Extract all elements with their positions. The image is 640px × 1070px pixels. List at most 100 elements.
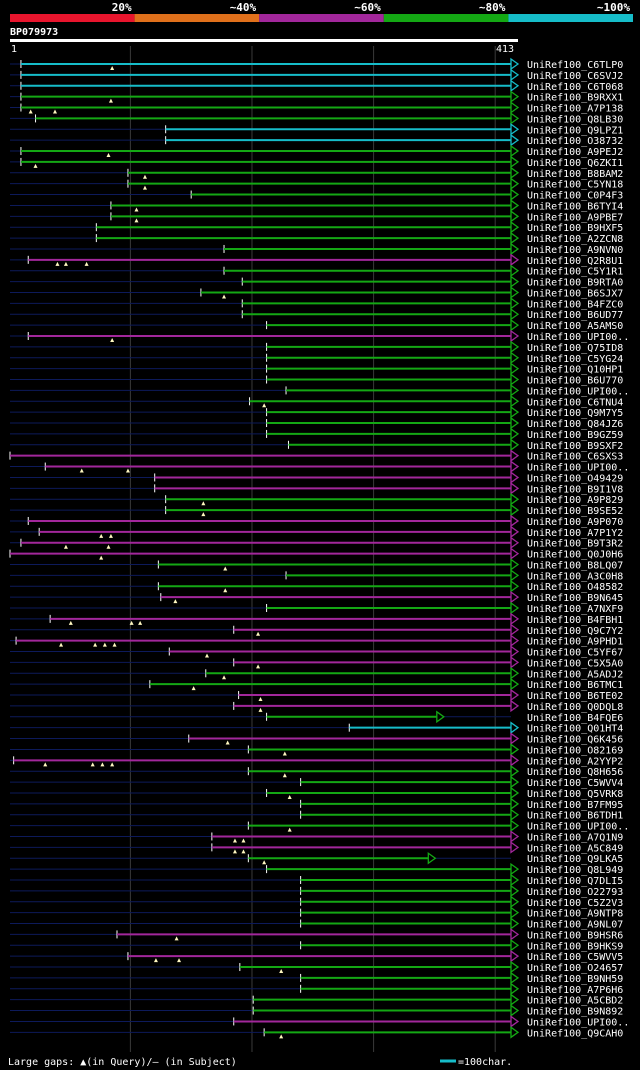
hit-label: UniRef100_O38732 [527,136,623,147]
hit-end-arrow [510,220,520,234]
query-gap-mark [134,218,139,223]
hit-end-arrow [510,307,520,321]
hit-end-arrow [510,384,520,397]
hit-label: UniRef100_C5X5A0 [527,658,623,669]
identity-legend: 20% ~40% ~60% ~80% ~100% [10,1,633,22]
hit-end-arrow [510,177,520,190]
hit-end-arrow [510,579,520,593]
hit-label: UniRef100_B8LQ07 [527,560,623,571]
hit-label: UniRef100_A7P138 [527,104,623,115]
query-gap-mark [174,936,179,941]
hit-label: UniRef100_O48582 [527,582,623,593]
legend-label: ~60% [354,1,381,14]
hit-end-arrow [510,264,520,277]
hit-end-arrow [510,939,520,952]
hit-end-arrow [510,732,520,745]
query-gap-mark [258,707,263,712]
legend-label: ~40% [230,1,257,14]
query-gap-mark [241,849,246,854]
hit-label: UniRef100_Q9LKA5 [527,854,623,865]
hit-end-arrow [510,656,520,669]
query-gap-mark [110,338,115,342]
hit-label: UniRef100_C5Z2V3 [527,898,623,909]
hit-end-arrow [510,960,520,974]
hit-label: UniRef100_Q01HT4 [527,724,623,735]
hit-label: UniRef100_B9RXX1 [527,93,623,104]
query-gap-mark [153,958,158,963]
hit-end-arrow [510,340,520,354]
hit-end-arrow [510,862,520,876]
query-gap-mark [106,153,111,158]
hit-end-arrow [510,416,520,430]
hit-label: UniRef100_B6TDH1 [527,811,623,822]
hit-label: UniRef100_A7NXF9 [527,604,623,615]
legend-label: ~80% [479,1,506,14]
hit-label: UniRef100_UPI00.. [527,1017,629,1028]
hit-label: UniRef100_Q9M7Y5 [527,408,623,419]
hit-end-arrow [510,819,520,832]
hit-end-arrow [510,949,520,963]
hit-label: UniRef100_Q8LB30 [527,114,623,125]
hit-label: UniRef100_A9PEJ2 [527,147,623,158]
query-gap-mark [204,653,209,658]
hit-label: UniRef100_A7P1Y2 [527,528,623,539]
query-gap-mark [99,533,104,538]
hit-end-arrow [510,514,520,528]
hit-end-arrow [510,123,520,136]
hit-end-arrow [510,166,520,180]
hit-end-arrow [510,275,520,288]
hit-label: UniRef100_C6SVJ2 [527,71,623,82]
hit-label: UniRef100_Q8H656 [527,767,623,778]
hit-end-arrow [510,623,520,637]
hit-label: UniRef100_A5AMS0 [527,321,623,332]
footer-legend: Large gaps: ▲(in Query)/– (in Subject) [8,1057,237,1068]
hit-label: UniRef100_Q9CAH0 [527,1028,623,1039]
hit-label: UniRef100_B9HSR6 [527,930,623,941]
hit-label: UniRef100_B9GZ59 [527,430,623,441]
query-gap-mark [63,544,68,549]
hit-label: UniRef100_Q84JZ6 [527,419,623,430]
hit-end-arrow [510,286,520,299]
hit-end-arrow [510,362,520,375]
query-gap-mark [241,838,246,843]
hit-end-arrow [510,373,520,386]
hit-label: UniRef100_C5Y1R1 [527,267,623,278]
query-gap-mark [232,838,237,843]
hit-end-arrow [510,133,520,147]
hit-end-arrow [510,982,520,996]
query-gap-mark [262,860,267,865]
hit-label: UniRef100_Q6K456 [527,735,623,746]
hit-end-arrow [510,558,520,571]
query-gap-mark [138,620,143,625]
query-gap-mark [100,762,105,767]
query-gap-mark [134,207,139,212]
hit-end-arrow [510,231,520,245]
hit-label: UniRef100_B9N645 [527,593,623,604]
hit-label: UniRef100_Q2R8U1 [527,256,623,267]
hit-label: UniRef100_Q0J0H6 [527,550,623,561]
query-gap-mark [223,566,228,571]
hit-end-arrow [510,634,520,647]
hit-label: UniRef100_Q6ZKI1 [527,158,623,169]
query-gap-mark [55,261,60,266]
hit-end-arrow [510,318,520,332]
hit-label: UniRef100_A9P829 [527,495,623,506]
hit-label: UniRef100_B9SXF2 [527,441,623,452]
hit-label: UniRef100_B9I1V8 [527,484,623,495]
hit-end-arrow [510,210,520,223]
query-gap-mark [282,751,287,756]
hit-end-arrow [510,569,520,582]
hit-end-arrow [510,645,520,658]
query-gap-mark [63,261,68,266]
hit-end-arrow [510,112,520,125]
hit-end-arrow [510,797,520,811]
query-gap-mark [225,740,230,745]
query-gap-mark [108,533,113,538]
hit-end-arrow [510,547,520,560]
hit-end-arrow [510,329,520,343]
query-gap-mark [222,675,227,680]
hit-end-arrow [510,688,520,702]
hit-end-arrow [510,405,520,419]
query-gap-mark [287,827,292,832]
